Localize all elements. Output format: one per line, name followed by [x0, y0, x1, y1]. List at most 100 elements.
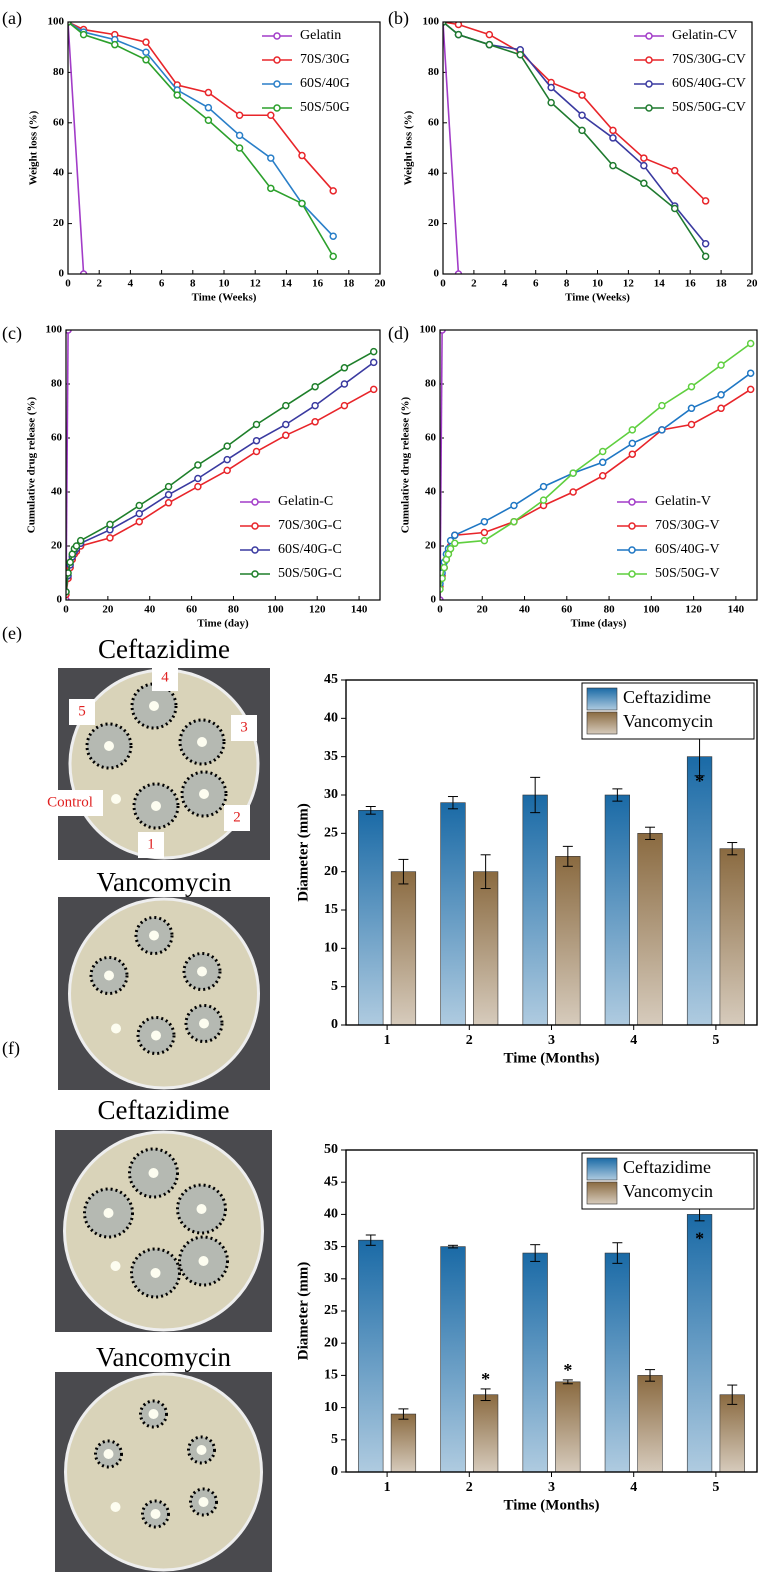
bar — [604, 794, 630, 1026]
x-tick-label: 140 — [728, 604, 745, 616]
point — [640, 179, 648, 188]
point — [282, 431, 290, 440]
point — [223, 455, 231, 464]
control-disc — [110, 1502, 121, 1512]
legend-label: Gelatin-C — [278, 494, 333, 509]
control-disc — [111, 1023, 121, 1034]
series-line — [66, 361, 375, 593]
error-bar — [447, 796, 458, 810]
point — [746, 369, 755, 377]
point — [446, 544, 455, 553]
bar — [637, 1375, 663, 1473]
disc — [103, 1208, 114, 1218]
y-tick-label: 40 — [428, 167, 440, 179]
point — [369, 358, 378, 367]
error-bar — [480, 854, 491, 890]
x-tick-label: 80 — [604, 604, 616, 616]
y-tick-label: 50 — [324, 1142, 338, 1157]
error-bar — [365, 1234, 376, 1246]
error-bar — [398, 858, 409, 885]
series-line — [443, 22, 707, 245]
point — [106, 520, 114, 529]
y-tick-label: 40 — [324, 711, 338, 726]
legend-marker — [645, 80, 653, 88]
y-tick-label: 0 — [57, 594, 63, 606]
point — [480, 528, 489, 537]
point — [569, 488, 577, 496]
label-box — [69, 699, 95, 725]
point — [671, 204, 679, 213]
y-axis-title: Diameter (mm) — [295, 1262, 311, 1360]
point — [267, 111, 275, 119]
bar — [686, 1214, 713, 1473]
y-axis-title: Cumulative drug release (%) — [400, 396, 412, 533]
disc — [199, 1018, 209, 1029]
point — [640, 154, 648, 162]
axes-frame — [442, 21, 753, 275]
point — [687, 404, 696, 413]
y-tick-label: 5 — [331, 979, 338, 994]
point — [340, 364, 349, 372]
legend-label: 60S/40G-V — [655, 542, 720, 557]
point — [598, 447, 607, 456]
x-tick-label: 120 — [309, 604, 326, 616]
legend-label: 60S/40G-C — [278, 542, 342, 557]
x-tick-label: 4 — [502, 278, 508, 290]
y-tick-label: 0 — [331, 1464, 338, 1479]
point — [164, 482, 173, 491]
y-tick-label: 30 — [324, 787, 338, 802]
y-tick-label: 35 — [324, 1239, 338, 1254]
disc — [198, 1497, 209, 1507]
legend-marker — [273, 32, 281, 40]
x-tick-label: 60 — [186, 604, 198, 616]
legend-swatch — [586, 687, 618, 711]
axes-frame — [67, 21, 381, 275]
bar — [358, 810, 384, 1026]
point — [658, 426, 666, 434]
point — [72, 542, 81, 550]
y-tick-label: 15 — [324, 902, 338, 917]
legend-label: Gelatin — [300, 28, 341, 43]
error-bar — [645, 826, 656, 840]
point — [440, 596, 444, 600]
point — [485, 40, 494, 49]
point — [485, 30, 494, 39]
x-axis-title: Time (Months) — [504, 1050, 600, 1066]
point — [340, 401, 349, 410]
legend-label: 60S/40G-CV — [672, 76, 746, 91]
label-box — [152, 665, 178, 691]
point — [628, 450, 637, 458]
point — [687, 420, 696, 429]
series-line — [68, 22, 334, 237]
legend-marker — [628, 522, 636, 530]
legend-swatch — [586, 1181, 618, 1205]
series-line — [443, 22, 707, 257]
point — [516, 51, 524, 59]
y-tick-label: 100 — [48, 16, 65, 28]
x-tick-label: 80 — [228, 604, 240, 616]
point — [66, 588, 70, 596]
x-tick-label: 1 — [384, 1033, 391, 1048]
point — [194, 474, 202, 483]
point — [578, 111, 586, 119]
point — [510, 517, 518, 526]
point — [510, 501, 518, 510]
x-axis-title: Time (Weeks) — [565, 292, 630, 304]
legend-marker — [251, 570, 259, 578]
y-tick-label: 0 — [434, 268, 440, 280]
disc — [150, 1268, 161, 1278]
error-bar — [480, 1388, 491, 1402]
legend-label: Vancomycin — [623, 1181, 713, 1201]
x-tick-label: 6 — [159, 278, 165, 290]
point — [267, 184, 275, 193]
photo-title: Vancomycin — [96, 1342, 231, 1372]
y-tick-label: 40 — [53, 167, 65, 179]
point — [164, 490, 173, 499]
error-bar — [727, 1384, 738, 1405]
disc — [197, 966, 207, 977]
control-disc — [111, 794, 121, 804]
bar — [719, 1394, 745, 1473]
y-tick-label: 100 — [46, 324, 63, 336]
y-tick-label: 100 — [423, 16, 440, 28]
point — [628, 426, 637, 434]
